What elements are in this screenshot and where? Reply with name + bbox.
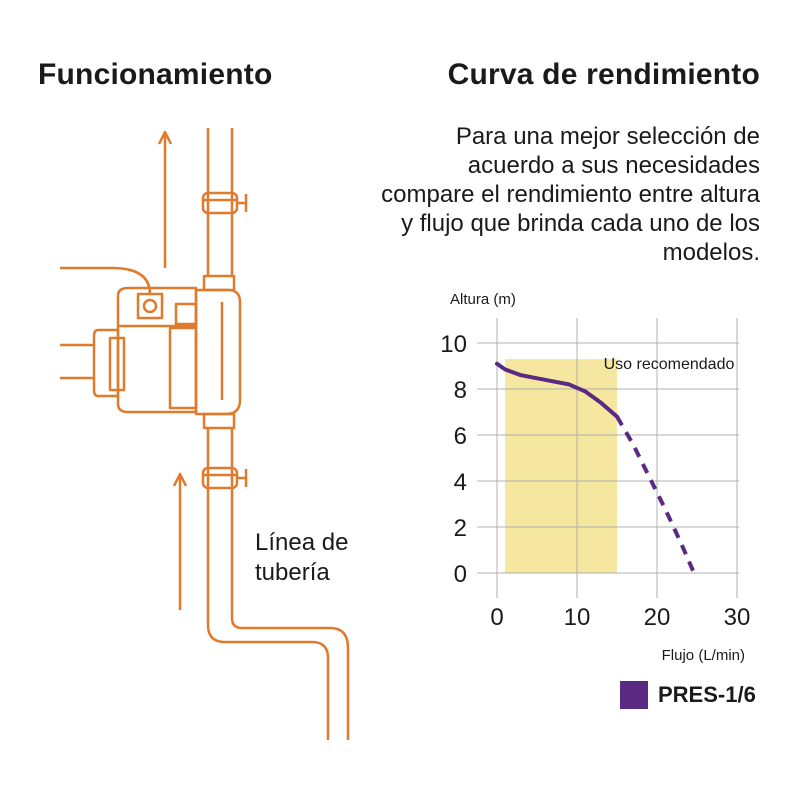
x-tick-label: 10	[564, 604, 591, 631]
x-tick-label: 0	[490, 604, 503, 631]
curve-title: Curva de rendimiento	[447, 58, 760, 91]
y-tick-label: 4	[454, 469, 467, 496]
pipe-label-line1: Línea de	[255, 529, 349, 556]
x-tick-label: 30	[724, 604, 751, 631]
pipe	[206, 128, 350, 740]
pipe-label: Línea de tubería	[255, 528, 395, 588]
x-axis-label: Flujo (L/min)	[662, 647, 745, 664]
pipe-label-line2: tubería	[255, 559, 330, 586]
description-text: Para una mejor selección de acuerdo a su…	[381, 123, 760, 266]
legend-swatch	[620, 681, 648, 709]
arrowhead-top	[157, 130, 173, 145]
y-axis-label: Altura (m)	[450, 291, 516, 308]
y-tick-label: 2	[454, 515, 467, 542]
y-tick-label: 8	[454, 377, 467, 404]
legend-label: PRES-1/6	[658, 682, 756, 707]
y-tick-label: 10	[440, 331, 467, 358]
recommended-zone	[505, 359, 617, 573]
funcionamiento-title: Funcionamiento	[38, 58, 273, 91]
x-tick-label: 20	[644, 604, 671, 631]
pump-body	[60, 266, 242, 430]
curve-solid	[495, 361, 619, 419]
recommended-zone-label: Uso recomendado	[604, 356, 735, 373]
y-tick-label: 6	[454, 423, 467, 450]
arrowhead-bottom	[172, 472, 188, 487]
y-tick-label: 0	[454, 561, 467, 588]
legend: PRES-1/6	[620, 681, 756, 709]
curve-dashed	[615, 415, 695, 572]
